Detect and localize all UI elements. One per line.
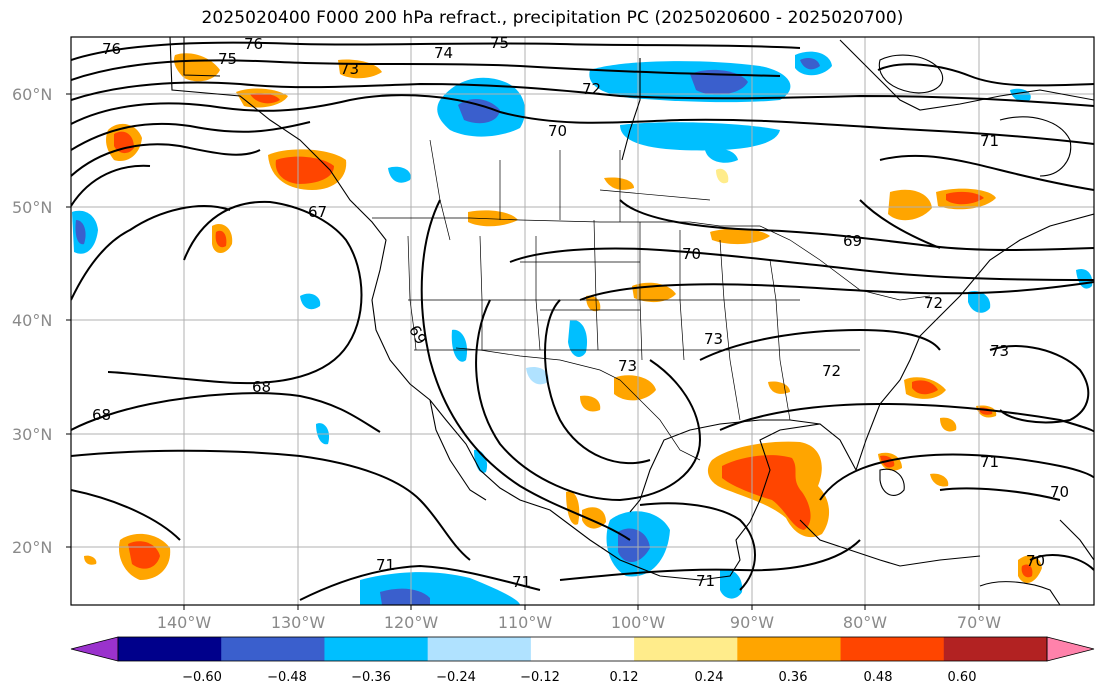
colorbar-tick-label: 0.12 bbox=[610, 670, 639, 685]
contour-label: 70 bbox=[1026, 552, 1045, 570]
graticule bbox=[71, 37, 1094, 605]
contour-label: 71 bbox=[696, 572, 715, 590]
contour-label: 71 bbox=[376, 556, 395, 574]
lat-label: 30°N bbox=[12, 425, 52, 444]
contour-label: 69 bbox=[843, 232, 862, 250]
colorbar-segment bbox=[118, 637, 222, 661]
lon-label: 110°W bbox=[498, 613, 553, 632]
lat-label: 40°N bbox=[12, 311, 52, 330]
positive-shading bbox=[84, 53, 1042, 583]
colorbar-tick-label: 0.48 bbox=[864, 670, 893, 685]
colorbar-labels: −0.60 −0.48 −0.36 −0.24 −0.12 0.12 0.24 … bbox=[182, 670, 976, 685]
colorbar-outline bbox=[117, 636, 1048, 662]
contour-label: 76 bbox=[102, 40, 121, 58]
contour-label: 70 bbox=[682, 245, 701, 263]
contour-label: 75 bbox=[490, 34, 509, 52]
lat-label: 20°N bbox=[12, 538, 52, 557]
coastlines bbox=[169, 37, 1094, 605]
contour-labels: 76 75 76 74 75 73 72 70 71 67 70 69 72 6… bbox=[92, 34, 1069, 591]
contour-label: 73 bbox=[990, 342, 1009, 360]
lon-label: 120°W bbox=[384, 613, 439, 632]
lon-label: 130°W bbox=[271, 613, 326, 632]
colorbar-segment bbox=[324, 637, 429, 661]
colorbar-segment bbox=[943, 637, 1048, 661]
contour-label: 70 bbox=[548, 122, 567, 140]
map-frame bbox=[70, 36, 1095, 606]
map-title: 2025020400 F000 200 hPa refract., precip… bbox=[201, 8, 904, 28]
axis-ticks bbox=[66, 93, 980, 610]
lat-label: 50°N bbox=[12, 198, 52, 217]
contour-label: 70 bbox=[1050, 483, 1069, 501]
contour-label: 71 bbox=[980, 132, 999, 150]
contour-label: 71 bbox=[512, 573, 531, 591]
contour-label: 68 bbox=[92, 406, 111, 424]
longitude-labels: 140°W 130°W 120°W 110°W 100°W 90°W 80°W … bbox=[157, 613, 1001, 632]
colorbar-segment bbox=[840, 637, 945, 661]
colorbar-tick-label: −0.12 bbox=[520, 670, 560, 685]
colorbar-extend-min bbox=[70, 636, 119, 662]
colorbar-tick-label: −0.60 bbox=[182, 670, 222, 685]
colorbar-segment bbox=[221, 637, 325, 661]
contour-label: 72 bbox=[582, 80, 601, 98]
refractivity-contours bbox=[71, 41, 1094, 601]
colorbar-segment bbox=[427, 637, 532, 661]
colorbar-segment bbox=[634, 637, 738, 661]
colorbar-tick-label: 0.36 bbox=[779, 670, 808, 685]
contour-label: 72 bbox=[924, 294, 943, 312]
contour-label: 73 bbox=[618, 357, 637, 375]
colorbar-segment bbox=[530, 637, 635, 661]
colorbar-tick-label: −0.36 bbox=[351, 670, 391, 685]
contour-label: 76 bbox=[244, 35, 263, 53]
colorbar-tick-label: −0.48 bbox=[267, 670, 307, 685]
contour-label: 71 bbox=[980, 453, 999, 471]
contour-label: 75 bbox=[218, 50, 237, 68]
colorbar-segment bbox=[737, 637, 842, 661]
colorbar bbox=[70, 636, 1095, 662]
lon-label: 80°W bbox=[843, 613, 887, 632]
lat-label: 60°N bbox=[12, 85, 52, 104]
colorbar-tick-label: 0.60 bbox=[948, 670, 977, 685]
colorbar-extend-max bbox=[1046, 636, 1095, 662]
lon-label: 70°W bbox=[957, 613, 1001, 632]
lon-label: 90°W bbox=[730, 613, 774, 632]
political-borders bbox=[372, 139, 931, 461]
contour-label: 67 bbox=[308, 203, 327, 221]
lon-label: 140°W bbox=[157, 613, 212, 632]
lon-label: 100°W bbox=[611, 613, 666, 632]
colorbar-tick-label: −0.24 bbox=[436, 670, 476, 685]
colorbar-tick-label: 0.24 bbox=[695, 670, 724, 685]
contour-label: 72 bbox=[822, 362, 841, 380]
contour-label: 73 bbox=[704, 330, 723, 348]
latitude-labels: 60°N 50°N 40°N 30°N 20°N bbox=[12, 85, 52, 557]
contour-label: 74 bbox=[434, 44, 453, 62]
contour-label: 73 bbox=[340, 60, 359, 78]
contour-label: 68 bbox=[252, 378, 271, 396]
